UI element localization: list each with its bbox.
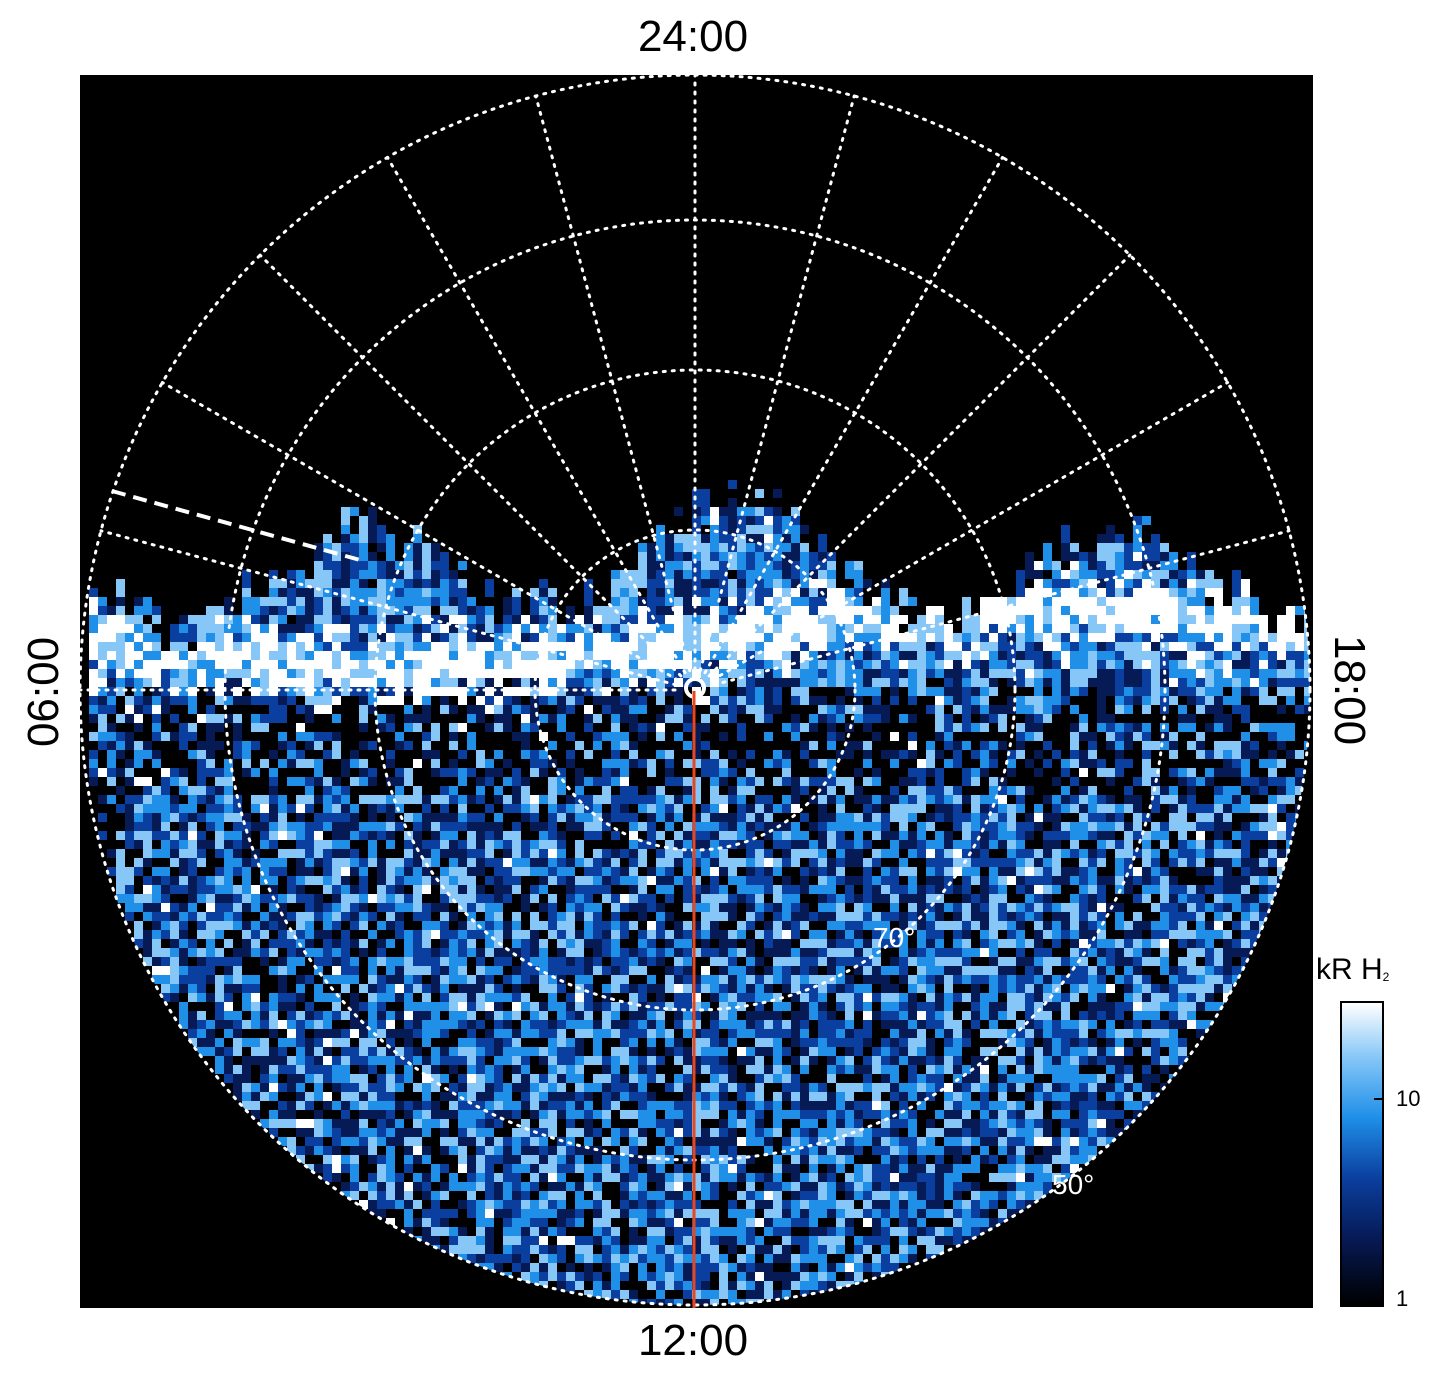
meridian-line: [160, 381, 680, 682]
meridian-line: [534, 94, 692, 673]
colorbar-unit: kR H: [1316, 953, 1383, 986]
local-time-label-top: 24:00: [637, 12, 749, 61]
local-time-label-bottom: 12:00: [637, 1316, 749, 1365]
meridian-line: [386, 155, 687, 675]
colorbar-title: kR H2: [1316, 953, 1389, 987]
meridian-line: [707, 253, 1132, 678]
latitude-label-inner: 70°: [873, 922, 915, 953]
colorbar-tick-label-10: 10: [1396, 1086, 1421, 1111]
polar-projection-plot: 70° 50°: [80, 75, 1312, 1308]
local-time-label-right: 18:00: [1325, 634, 1374, 746]
latitude-label-outer: 50°: [1052, 1169, 1094, 1200]
meridian-line: [258, 253, 683, 678]
colorbar: [1340, 1001, 1384, 1307]
colorbar-tick: [1374, 1300, 1384, 1302]
meridian-line: [710, 381, 1230, 682]
auroral-emission-layer: [89, 480, 1310, 1305]
auroral-polar-image: 70° 50°: [80, 75, 1313, 1308]
colorbar-tick: [1374, 1098, 1384, 1100]
meridian-line: [99, 529, 678, 687]
meridian-line: [703, 155, 1004, 675]
colorbar-unit-subscript: 2: [1382, 970, 1390, 984]
meridian-line: [712, 529, 1291, 687]
latitude-circle: [373, 368, 1017, 1012]
local-time-label-left: 06:00: [19, 636, 68, 748]
meridian-line: [698, 94, 856, 673]
colorbar-tick-label-1: 1: [1396, 1286, 1409, 1311]
